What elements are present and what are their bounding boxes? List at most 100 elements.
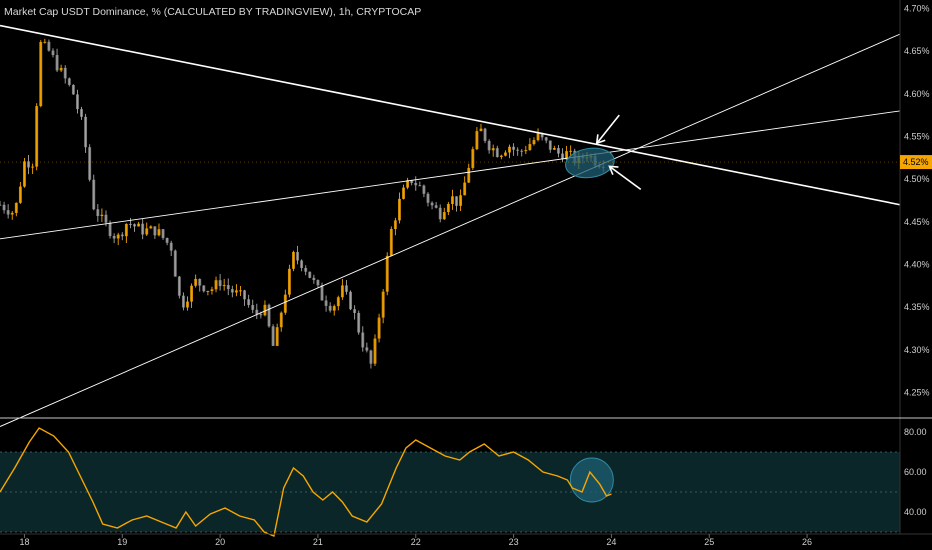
arrow-shaft — [608, 165, 642, 191]
candle-body — [27, 161, 30, 168]
candle-body — [516, 149, 520, 151]
candle-body — [157, 229, 161, 236]
candle-body — [165, 237, 169, 243]
time-tick-label: 26 — [802, 537, 812, 547]
time-tick-label: 20 — [215, 537, 225, 547]
trendlines[interactable] — [0, 24, 901, 427]
price-tick-label: 4.70% — [904, 4, 930, 14]
candle-body — [536, 133, 540, 141]
candle-body — [275, 327, 279, 346]
candle-body — [43, 41, 47, 43]
candle-body — [377, 317, 381, 339]
arrow-head — [608, 165, 619, 175]
candle-body — [14, 202, 18, 213]
trendline-rising-support-steep[interactable] — [0, 33, 901, 427]
price-tick-label: 4.60% — [904, 89, 930, 99]
candle-body — [10, 212, 14, 215]
candle-body — [544, 137, 548, 141]
candle-body — [455, 196, 458, 206]
candle-body — [508, 146, 511, 153]
candle-body — [71, 84, 75, 95]
candle-body — [243, 290, 247, 300]
candle-body — [422, 185, 426, 194]
candle-body — [491, 148, 495, 151]
candle-body — [459, 195, 463, 206]
time-tick-label: 22 — [411, 537, 421, 547]
candle-body — [47, 41, 51, 51]
candle-body — [300, 260, 304, 268]
oscillator-pane — [0, 427, 900, 537]
candle-body — [239, 290, 242, 292]
candle-body — [137, 223, 141, 227]
candle-body — [524, 150, 528, 152]
candle-body — [51, 50, 55, 56]
candle-body — [177, 276, 181, 296]
oscillator-tick-label: 80.00 — [904, 427, 927, 437]
candle-body — [483, 128, 487, 141]
candle-body — [247, 299, 251, 306]
candle-body — [389, 229, 393, 256]
candle-body — [210, 289, 214, 291]
last-price-tag[interactable] — [900, 155, 932, 170]
candle-body — [292, 251, 295, 269]
candle-body — [67, 78, 71, 85]
trendline-rising-support-shallow[interactable] — [0, 110, 901, 240]
candle-body — [495, 148, 499, 158]
candle-body — [556, 148, 560, 154]
candle-body — [398, 198, 401, 221]
candle-body — [186, 301, 189, 308]
candle-body — [446, 203, 450, 213]
time-tick-label: 19 — [117, 537, 127, 547]
arrow-annotation-2[interactable] — [608, 165, 642, 191]
candle-body — [133, 224, 136, 227]
candle-body — [226, 285, 230, 290]
time-tick-label: 18 — [19, 537, 29, 547]
candle-body — [503, 152, 507, 156]
candle-body — [332, 306, 336, 311]
candle-body — [520, 150, 524, 152]
candle-body — [222, 285, 226, 287]
candle-body — [218, 280, 222, 287]
candle-body — [108, 222, 112, 237]
candle-body — [271, 326, 275, 346]
candle-body — [540, 133, 544, 138]
time-tick-label: 23 — [509, 537, 519, 547]
candle-body — [141, 223, 145, 235]
candle-body — [31, 166, 35, 168]
candle-body — [487, 140, 491, 151]
candle-body — [251, 305, 255, 310]
oscillator-line — [0, 427, 612, 537]
candle-body — [442, 212, 446, 220]
price-tick-label: 4.40% — [904, 259, 930, 269]
candle-body — [561, 153, 564, 160]
candle-body — [499, 155, 503, 158]
trendline-descending-resistance[interactable] — [0, 24, 901, 206]
price-highlight-ellipse[interactable] — [564, 145, 616, 181]
candle-body — [361, 332, 365, 348]
candle-body — [202, 285, 206, 292]
candle-body — [304, 267, 308, 272]
candle-body — [414, 182, 418, 186]
candle-body — [267, 304, 271, 327]
candle-body — [451, 196, 454, 204]
candle-body — [434, 205, 438, 208]
chart-title: Market Cap USDT Dominance, % (CALCULATED… — [4, 6, 422, 18]
candle-body — [345, 285, 348, 292]
candle-body — [149, 226, 153, 229]
candle-body — [190, 285, 194, 302]
arrow-head — [595, 134, 606, 145]
candle-body — [92, 179, 96, 210]
candle-body — [426, 193, 430, 203]
arrow-annotation-1[interactable] — [595, 114, 620, 145]
candle-body — [55, 55, 59, 71]
time-tick-label: 25 — [704, 537, 714, 547]
candle-body — [214, 280, 218, 290]
oscillator-tick-label: 40.00 — [904, 507, 927, 517]
candle-body — [402, 187, 405, 199]
candle-body — [479, 128, 483, 132]
candle-body — [234, 290, 238, 293]
candle-body — [2, 204, 6, 211]
candle-body — [512, 146, 516, 150]
